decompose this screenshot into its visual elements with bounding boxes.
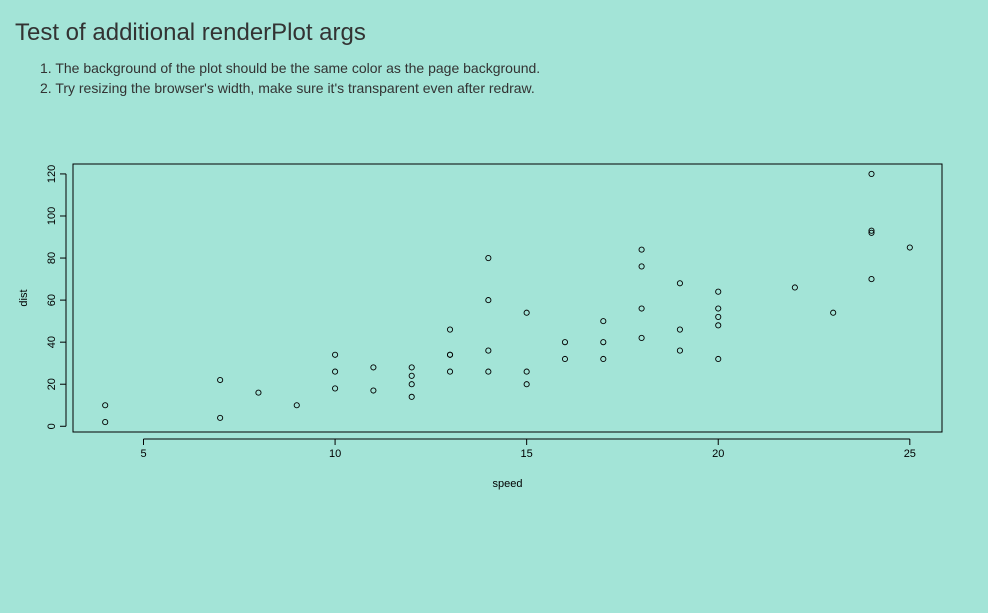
instruction-item: 2. Try resizing the browser's width, mak… (40, 80, 535, 96)
data-point (408, 372, 415, 379)
data-point (561, 339, 569, 346)
x-tick-label: 15 (521, 448, 533, 460)
data-point (715, 322, 722, 329)
y-tick-label: 60 (46, 294, 58, 306)
y-tick-label: 80 (46, 252, 58, 264)
data-point (906, 244, 913, 251)
data-point (485, 297, 492, 304)
data-point (676, 280, 683, 287)
data-point (638, 263, 645, 270)
x-tick-label: 5 (140, 448, 146, 460)
data-point (446, 351, 454, 358)
data-point (102, 419, 109, 426)
data-point (217, 376, 224, 384)
data-point (408, 381, 415, 388)
data-point (332, 351, 339, 358)
data-point (255, 389, 262, 396)
data-point (408, 364, 415, 371)
data-point (370, 364, 377, 371)
data-point (446, 368, 454, 375)
y-axis-label: dist (18, 289, 30, 306)
data-point (715, 288, 722, 295)
data-point (868, 276, 875, 283)
data-point (485, 347, 492, 354)
data-point (715, 313, 722, 320)
instructions-list: 1. The background of the plot should be … (40, 58, 540, 98)
data-point (217, 414, 224, 421)
x-axis-label: speed (493, 478, 523, 490)
data-point (332, 385, 339, 392)
data-point (446, 326, 454, 333)
data-point (332, 368, 339, 375)
data-point (523, 381, 530, 388)
data-point (600, 355, 607, 363)
data-point (408, 393, 415, 400)
data-point (561, 355, 569, 363)
y-tick-label: 100 (46, 207, 58, 225)
data-point (638, 334, 645, 342)
data-point (370, 387, 377, 394)
data-point (485, 368, 492, 375)
data-point (485, 254, 492, 262)
x-tick-label: 25 (904, 448, 916, 460)
x-tick-label: 10 (329, 448, 341, 460)
data-point (676, 347, 683, 354)
data-point (715, 355, 722, 363)
data-point (523, 309, 530, 316)
data-point (830, 309, 837, 316)
plot-frame (72, 163, 943, 433)
data-point (638, 246, 645, 253)
x-tick-label: 20 (712, 448, 724, 460)
page-title: Test of additional renderPlot args (15, 19, 366, 46)
y-tick-label: 120 (46, 165, 58, 183)
data-point (600, 318, 607, 325)
data-point (638, 305, 645, 312)
data-point (868, 227, 875, 234)
data-point (523, 368, 530, 375)
instruction-item: 1. The background of the plot should be … (40, 60, 541, 76)
data-point (715, 305, 722, 312)
data-point (791, 284, 798, 291)
data-point (868, 229, 875, 236)
data-point (868, 170, 875, 177)
y-tick-label: 20 (46, 378, 58, 390)
data-point (293, 402, 300, 409)
data-point (600, 339, 607, 346)
data-point (102, 402, 109, 409)
data-point (676, 326, 683, 333)
y-tick-label: 0 (46, 423, 58, 429)
y-tick-label: 40 (46, 336, 58, 348)
